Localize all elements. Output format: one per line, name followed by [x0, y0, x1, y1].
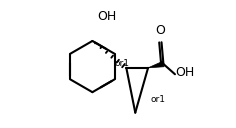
Text: OH: OH [176, 66, 195, 79]
Text: or1: or1 [151, 95, 166, 104]
Text: OH: OH [97, 10, 117, 23]
Text: O: O [155, 24, 165, 37]
Polygon shape [148, 61, 164, 68]
Text: or1: or1 [114, 60, 129, 68]
